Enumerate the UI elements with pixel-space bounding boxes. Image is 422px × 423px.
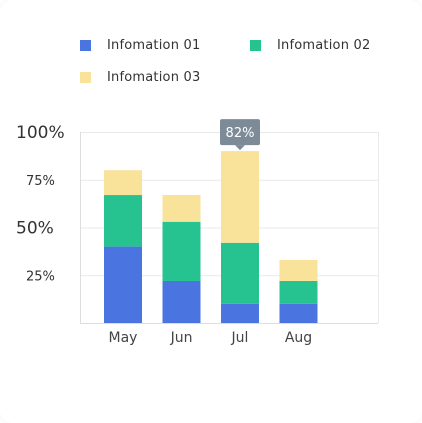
legend-label-1: Infomation 01 [107,38,201,53]
legend-label-3: Infomation 03 [107,70,201,85]
bar-segment [104,170,142,196]
bar-segment [279,259,318,281]
x-tick-label: May [109,330,138,346]
bar-segment [279,303,318,323]
y-tick-label: 75% [26,174,55,189]
legend-item-3[interactable]: Infomation 03 [80,70,200,85]
legend-swatch-1 [80,40,91,51]
legend-swatch-3 [80,72,91,83]
tooltip-pointer [235,145,245,151]
bar-segment [162,221,201,281]
y-tick-label: 50% [16,219,54,239]
y-tick-label: 25% [26,269,55,284]
tooltip-label: 82% [226,126,255,141]
x-tick-label: Jun [170,330,193,346]
bar-segment [221,151,259,243]
legend-item-1[interactable]: Infomation 01 [80,38,200,53]
y-tick-label: 100% [16,123,65,143]
bar-segment [221,242,259,304]
legend-label-2: Infomation 02 [277,38,371,53]
bar-segment [162,280,201,323]
legend-item-2[interactable]: Infomation 02 [250,38,370,53]
x-tick-label: Jul [231,330,249,346]
bar-segment [279,280,318,304]
bar-segment [104,246,142,323]
x-tick-label: Aug [285,330,312,346]
legend-swatch-2 [250,40,261,51]
bar-segment [104,195,142,247]
bar-segment [162,195,201,222]
bar-segment [221,303,259,323]
tooltip-box [220,119,260,146]
